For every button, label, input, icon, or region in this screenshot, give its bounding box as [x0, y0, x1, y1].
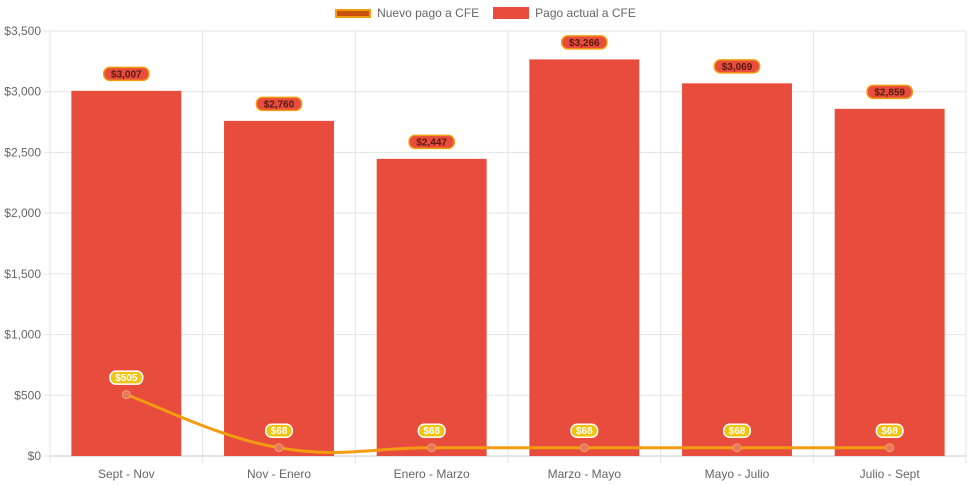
line-data-label-bg	[570, 423, 599, 438]
bar-data-label-text: $2,760	[264, 99, 295, 110]
bar-data-label: $3,069	[713, 59, 761, 74]
y-tick-label: $0	[28, 449, 42, 463]
bar-data-label: $2,447	[408, 134, 456, 150]
x-tick-label: Nov - Enero	[247, 467, 311, 481]
bar-data-label-bg	[560, 35, 608, 50]
bar-data-label: $2,760	[255, 96, 303, 112]
x-tick-label: Enero - Marzo	[394, 467, 470, 481]
line-data-label: $68	[875, 423, 904, 438]
chart-legend: Nuevo pago a CFE Pago actual a CFE	[0, 6, 971, 20]
line-data-label-text: $505	[115, 373, 138, 384]
y-tick-label: $3,000	[4, 85, 41, 99]
line-data-label: $68	[570, 423, 599, 438]
legend-item-nuevo-pago[interactable]: Nuevo pago a CFE	[335, 6, 479, 20]
y-tick-label: $2,500	[4, 145, 41, 159]
bar-data-label: $2,859	[866, 84, 914, 100]
x-tick-label: Sept - Nov	[98, 467, 155, 481]
legend-label-pago-actual: Pago actual a CFE	[535, 6, 636, 20]
bar	[71, 90, 182, 456]
x-tick-label: Marzo - Mayo	[548, 467, 622, 481]
line-data-label: $68	[722, 423, 752, 438]
line-data-label-bg	[109, 370, 144, 385]
line-point	[732, 443, 742, 453]
line-point	[579, 443, 589, 453]
legend-item-pago-actual[interactable]: Pago actual a CFE	[493, 6, 636, 20]
line-data-label-text: $68	[881, 426, 898, 437]
bar	[376, 158, 487, 456]
y-tick-label: $1,500	[4, 267, 41, 281]
bar-data-label-bg	[255, 96, 303, 112]
line-data-label: $68	[264, 423, 294, 438]
bar-data-label-text: $3,007	[111, 69, 142, 80]
line-series-path	[125, 393, 890, 454]
bar-data-label-bg	[866, 84, 914, 100]
bar-data-label-bg	[102, 66, 150, 82]
line-data-label-text: $68	[576, 426, 593, 437]
line-data-label-bg	[722, 423, 752, 438]
x-tick-label: Mayo - Julio	[705, 467, 770, 481]
line-data-label: $505	[109, 370, 144, 385]
legend-swatch-bar	[493, 7, 530, 19]
line-data-label-bg	[875, 423, 904, 438]
line-data-label: $68	[417, 423, 446, 438]
bar-data-label-text: $2,859	[874, 87, 905, 98]
bar-data-label-bg	[408, 134, 456, 150]
bar	[529, 59, 640, 457]
x-tick-label: Julio - Sept	[860, 467, 921, 481]
y-tick-label: $2,000	[4, 206, 41, 220]
line-data-label-text: $68	[271, 426, 288, 437]
y-tick-label: $1,000	[4, 328, 41, 342]
bar	[224, 120, 334, 456]
bar	[834, 108, 945, 456]
line-point	[274, 443, 284, 453]
bar-data-label-text: $3,266	[569, 38, 600, 49]
bar-data-label-text: $2,447	[416, 137, 447, 148]
bar-data-label: $3,007	[102, 66, 150, 82]
line-point	[427, 443, 437, 453]
legend-label-nuevo-pago: Nuevo pago a CFE	[377, 6, 480, 20]
legend-swatch-line	[335, 8, 372, 18]
line-data-label-bg	[417, 423, 446, 438]
bar-data-label: $3,266	[560, 35, 608, 50]
line-data-label-text: $68	[423, 426, 440, 437]
line-point	[885, 443, 895, 453]
line-data-label-text: $68	[729, 426, 746, 437]
y-tick-label: $3,500	[4, 24, 41, 38]
bar-data-label-text: $3,069	[722, 62, 753, 73]
bar	[682, 83, 792, 456]
y-tick-label: $500	[14, 388, 41, 402]
line-point	[121, 390, 131, 400]
bar-data-label-bg	[713, 59, 761, 74]
line-data-label-bg	[264, 423, 294, 438]
